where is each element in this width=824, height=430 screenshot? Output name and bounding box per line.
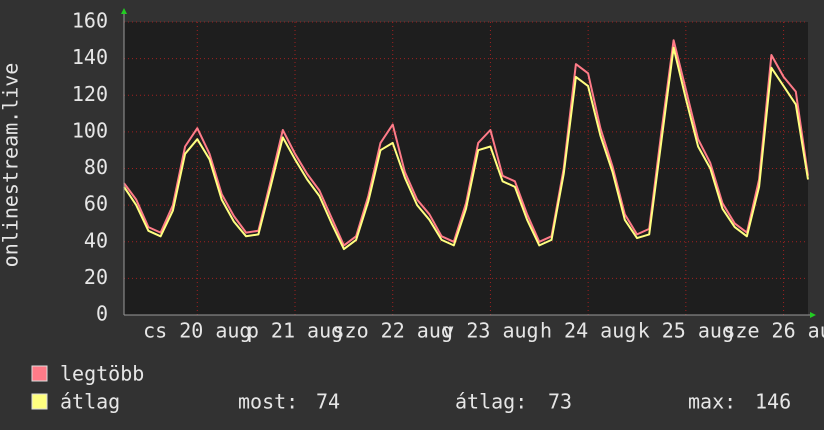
y-tick-label: 40: [84, 228, 108, 252]
x-tick-label: h 24 aug: [540, 319, 636, 343]
stat-label: max:: [688, 390, 736, 414]
legend-label: átlag: [60, 390, 120, 414]
stat-value: 73: [548, 390, 572, 414]
stat-value: 146: [755, 390, 791, 414]
x-tick-label: sze 26 aug: [723, 319, 824, 343]
grid: [124, 21, 808, 316]
y-tick-label: 20: [84, 265, 108, 289]
y-tick-label: 160: [72, 9, 108, 33]
x-tick-label: szo 22 aug: [333, 319, 453, 343]
y-tick-label: 0: [96, 302, 108, 326]
lines: [123, 39, 809, 251]
y-tick-label: 80: [84, 155, 108, 179]
y-tick-label: 140: [72, 45, 108, 69]
x-tick-label: p 21 aug: [247, 319, 343, 343]
legend-swatch: [31, 393, 48, 410]
legend-label: legtöbb: [60, 362, 144, 386]
plot-area: [124, 22, 808, 315]
y-tick-label: 100: [72, 118, 108, 142]
stat-label: most:: [238, 390, 298, 414]
axis-arrow: [121, 8, 127, 14]
series-line: [123, 39, 809, 247]
axis-arrow: [810, 312, 816, 318]
x-tick-label: v 23 aug: [442, 319, 538, 343]
x-tick-label: k 25 aug: [638, 319, 734, 343]
stat-label: átlag:: [455, 390, 527, 414]
y-axis-label: onlinestream.live: [0, 63, 23, 268]
y-tick-label: 120: [72, 82, 108, 106]
y-tick-label: 60: [84, 192, 108, 216]
x-tick-label: cs 20 aug: [143, 319, 251, 343]
legend-swatch: [31, 365, 48, 382]
series-line: [123, 46, 809, 251]
stat-value: 74: [316, 390, 340, 414]
